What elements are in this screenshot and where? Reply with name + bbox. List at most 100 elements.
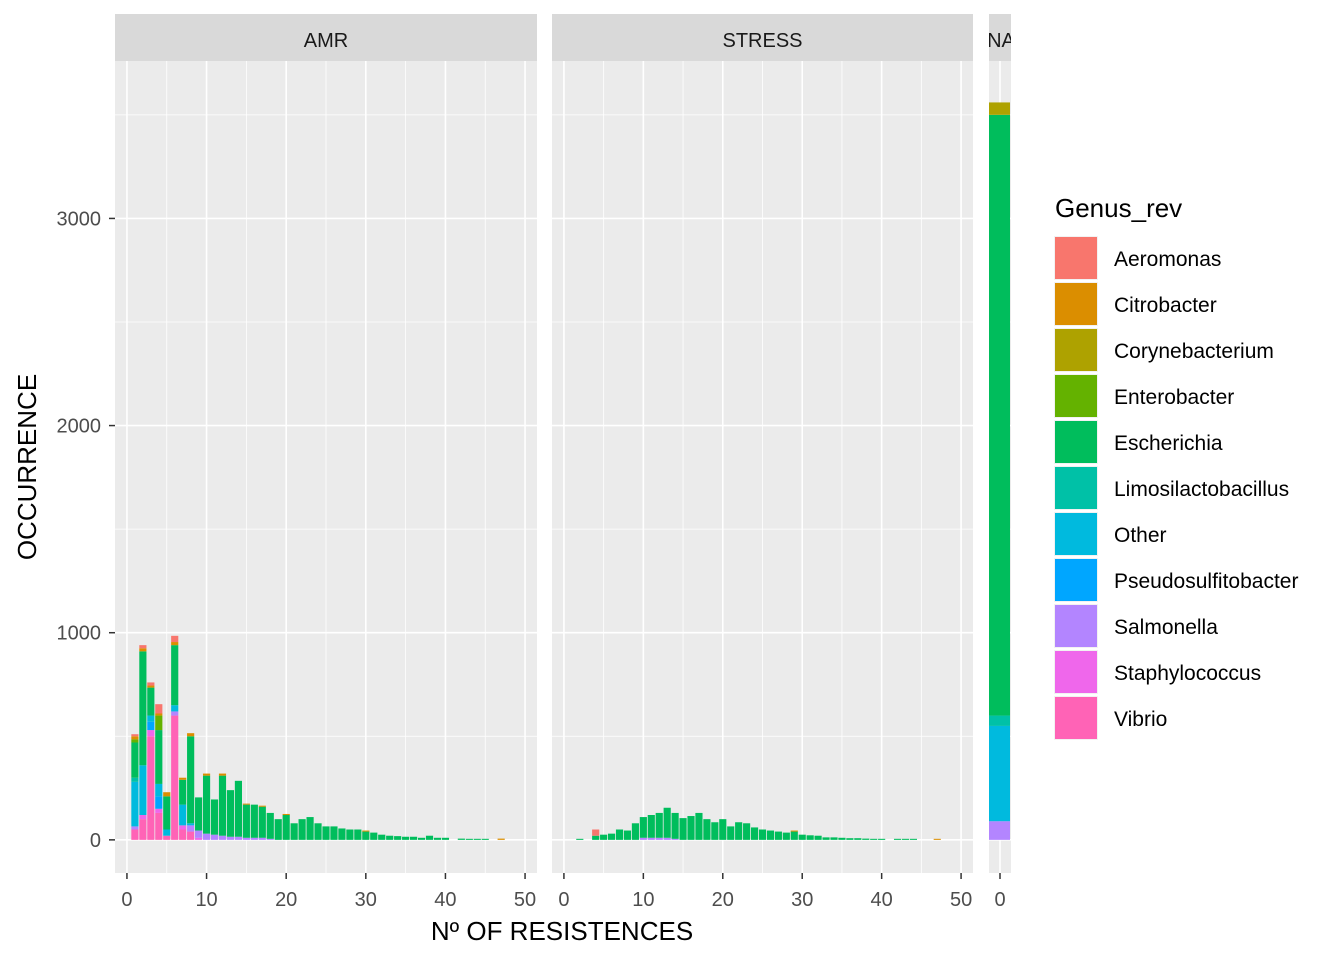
bar-segment-salmonella [989, 821, 1010, 840]
bar-segment-escherichia [909, 838, 917, 840]
legend-swatch-other [1055, 513, 1097, 555]
bar-segment-escherichia [370, 832, 378, 840]
legend-label-escherichia: Escherichia [1114, 432, 1223, 455]
bar-segment-citrobacter [242, 803, 250, 805]
bar-segment-citrobacter [218, 773, 227, 776]
bar-segment-pseudosulfitobacter [147, 721, 155, 731]
bar-segment-escherichia [711, 822, 719, 840]
bar-segment-escherichia [290, 823, 298, 840]
bar-segment-escherichia [671, 812, 679, 839]
bar-segment-citrobacter [131, 736, 139, 740]
bar-segment-escherichia [576, 838, 584, 840]
bar-segment-escherichia [187, 736, 195, 824]
bar-segment-escherichia [402, 836, 410, 840]
bar-segment-limosilactobacillus [989, 715, 1010, 726]
legend-swatch-aeromonas [1055, 237, 1097, 279]
bar-segment-escherichia [695, 812, 703, 840]
bar-segment-other [131, 781, 139, 827]
bar-segment-other [163, 829, 171, 836]
bar-segment-escherichia [465, 838, 473, 840]
x-tick-label: 50 [950, 889, 972, 911]
bar-segment-escherichia [330, 826, 338, 840]
legend-swatch-vibrio [1055, 697, 1097, 739]
legend-swatch-limosilactobacillus [1055, 467, 1097, 509]
bar-segment-escherichia [481, 838, 489, 840]
panel-na: 0 NA [989, 14, 1011, 911]
bar-segment-escherichia [743, 823, 751, 840]
bar-segment-escherichia [592, 835, 600, 840]
panel-amr: 0 10 20 30 40 50 AMR [115, 14, 537, 911]
bar-segment-salmonella [639, 837, 647, 840]
bar-segment-escherichia [750, 827, 759, 840]
bar-segment-salmonella [655, 837, 663, 840]
bar-segment-escherichia [322, 826, 330, 840]
bar-segment-escherichia [441, 837, 450, 840]
bar-segment-escherichia [473, 838, 481, 840]
bar-segment-citrobacter [147, 685, 155, 688]
bar-segment-salmonella [226, 836, 235, 840]
bar-segment-escherichia [814, 835, 822, 840]
bar-segment-salmonella [131, 826, 139, 830]
y-tick-label: 0 [90, 830, 101, 852]
bar-segment-escherichia [838, 837, 846, 840]
bar-segment-escherichia [870, 838, 878, 840]
legend-label-salmonella: Salmonella [1114, 616, 1218, 639]
bar-segment-salmonella [671, 838, 679, 840]
bar-segment-vibrio [155, 812, 163, 840]
bar-segment-escherichia [274, 819, 282, 840]
bar-segment-escherichia [663, 807, 671, 838]
bar-segment-escherichia [346, 829, 354, 840]
bar-segment-other [155, 783, 163, 797]
bar-segment-escherichia [798, 834, 806, 840]
bar-segment-other [187, 823, 195, 826]
bar-segment-escherichia [854, 838, 862, 840]
bar-segment-escherichia [830, 837, 838, 840]
legend-label-vibrio: Vibrio [1114, 708, 1167, 731]
bar-segment-escherichia [282, 815, 290, 840]
legend-swatch-enterobacter [1055, 375, 1097, 417]
panel-stress: 0 10 20 30 40 50 STRESS [552, 14, 973, 911]
bar-segment-escherichia [623, 830, 632, 840]
bar-segment-escherichia [766, 830, 775, 840]
legend-swatch-salmonella [1055, 605, 1097, 647]
bar-segment-citrobacter [139, 648, 147, 652]
bar-segment-escherichia [417, 837, 426, 840]
bar-segment-escherichia [727, 826, 735, 840]
x-tick-label: 30 [791, 889, 813, 911]
x-tick-label: 10 [195, 889, 217, 911]
bar-segment-escherichia [202, 775, 211, 834]
bar-segment-citrobacter [282, 813, 290, 815]
bar-segment-escherichia [703, 819, 711, 840]
bar-segment-salmonella [258, 837, 266, 840]
bar-segment-escherichia [266, 812, 274, 839]
bar-segment-escherichia [862, 838, 870, 840]
bar-segment-citrobacter [933, 838, 941, 840]
bar-segment-vibrio [139, 819, 147, 840]
x-tick-label: 40 [871, 889, 893, 911]
bar-segment-vibrio [147, 736, 155, 840]
bar-segment-salmonella [663, 837, 671, 840]
bar-segment-escherichia [893, 838, 902, 840]
bar-segment-escherichia [171, 645, 179, 706]
bar-segment-escherichia [362, 831, 370, 840]
bar-segment-other [139, 765, 147, 815]
legend-title: Genus_rev [1055, 193, 1182, 223]
bar-segment-vibrio [187, 831, 195, 840]
legend-label-aeromonas: Aeromonas [1114, 248, 1221, 271]
strip-background [552, 14, 973, 61]
bar-segment-escherichia [210, 799, 219, 835]
bar-segment-escherichia [386, 835, 394, 840]
legend-swatch-escherichia [1055, 421, 1097, 463]
x-axis-title: Nº OF RESISTENCES [431, 916, 693, 946]
bar-segment-staphylococcus [179, 825, 187, 830]
bar-segment-salmonella [195, 830, 203, 838]
bar-segment-escherichia [679, 818, 687, 840]
legend-label-corynebacterium: Corynebacterium [1114, 340, 1274, 363]
legend-label-enterobacter: Enterobacter [1114, 386, 1234, 409]
bar-segment-enterobacter [131, 739, 139, 743]
bar-segment-staphylococcus [147, 730, 155, 737]
bar-segment-escherichia [306, 817, 314, 840]
legend-swatch-pseudosulfitobacter [1055, 559, 1097, 601]
bar-segment-escherichia [131, 742, 139, 778]
bar-segment-staphylococcus [155, 808, 163, 813]
